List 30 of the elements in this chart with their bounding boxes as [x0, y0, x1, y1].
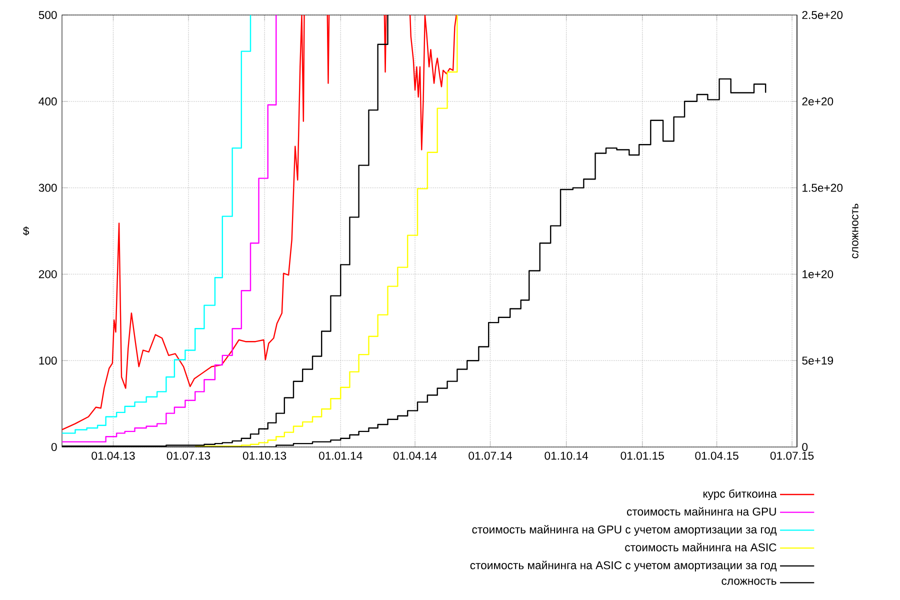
y2-tick-label: 1.5e+20	[802, 184, 843, 192]
x-tick-label: 01.07.13	[166, 452, 210, 460]
y2-tick-label: 5e+19	[802, 356, 834, 365]
x-tick-label: 01.01.15	[620, 452, 664, 460]
y2-tick-label: 2.5e+20	[802, 10, 843, 20]
y-tick-label: 500	[38, 11, 57, 20]
x-tick-label: 01.04.13	[92, 452, 135, 460]
x-tick-label: 01.04.14	[393, 452, 437, 460]
y-tick-label: 100	[39, 356, 57, 365]
y2-tick-label: 2e+20	[802, 97, 834, 106]
y-tick-label: 300	[38, 184, 57, 192]
x-tick-label: 01.07.14	[468, 452, 512, 460]
y-tick-label: 200	[38, 270, 57, 278]
legend-label: сложность	[722, 578, 776, 585]
x-tick-label: 01.10.13	[242, 452, 286, 460]
legend-label: стоимость майнинга на GPU с учетом амортизации за год	[472, 524, 777, 536]
legend-label: курс биткоина	[704, 489, 777, 500]
x-tick-label: 01.01.14	[319, 452, 362, 460]
legend-label: стоимость майнинга на ASIC	[625, 542, 776, 552]
y2-tick-label: 1e+20	[802, 270, 834, 278]
legend-label: стоимость майнинга на GPU	[626, 507, 776, 516]
x-tick-label: 01.10.14	[544, 452, 588, 460]
x-tick-label: 01.04.15	[695, 452, 738, 460]
legend-label: стоимость майнинга на ASIC с учетом амортизации за год	[470, 560, 777, 572]
y2-tick-label: 0	[802, 442, 808, 452]
y-tick-label: 0	[51, 443, 57, 452]
y-axis-title: $	[23, 226, 30, 236]
y-tick-label: 400	[38, 97, 57, 106]
x-tick-label: 01.07.15	[770, 452, 814, 460]
y2-axis-title: сложность	[852, 204, 858, 258]
